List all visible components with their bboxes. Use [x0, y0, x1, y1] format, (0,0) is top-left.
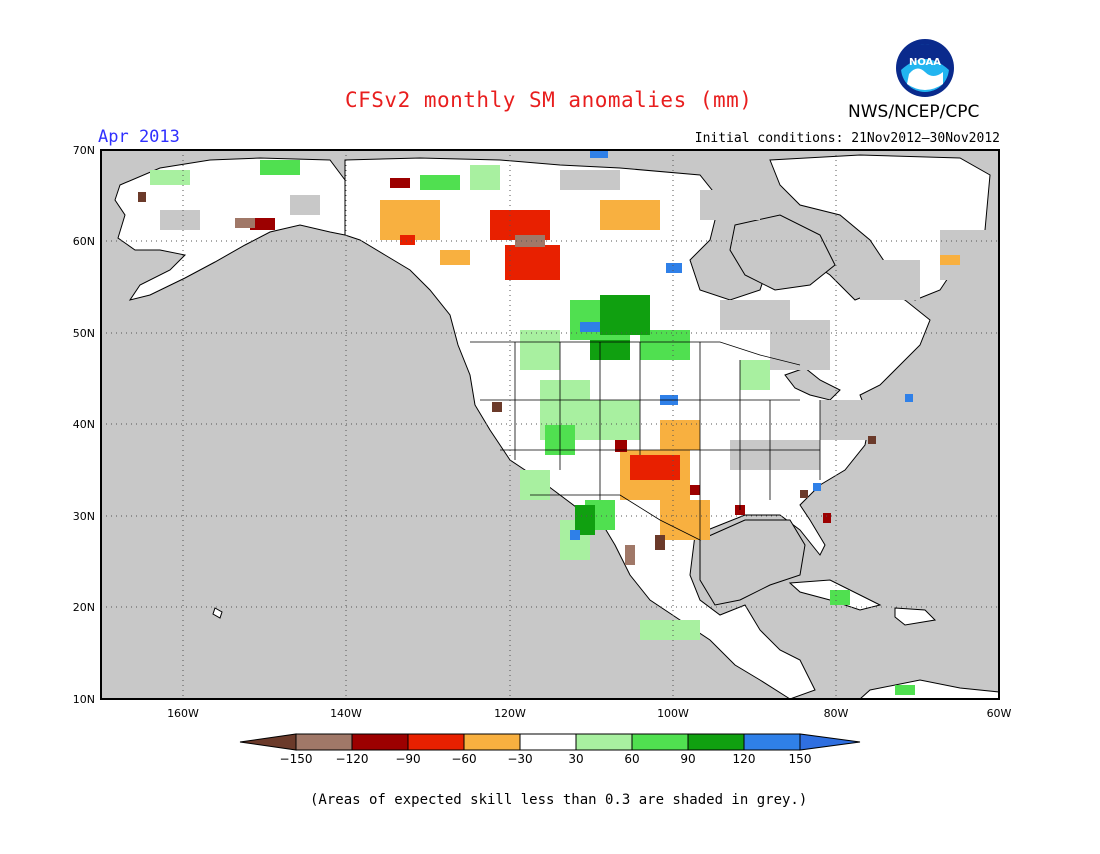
agency-name: NWS/NCEP/CPC	[848, 102, 980, 122]
color-legend	[239, 733, 861, 751]
lat-label: 60N	[73, 235, 95, 248]
legend-swatch	[519, 733, 577, 751]
legend-tick-label: −90	[395, 752, 420, 766]
lon-label: 60W	[987, 707, 1012, 720]
gulf-of-mexico	[699, 519, 806, 606]
legend-swatch	[351, 733, 409, 751]
noaa-logo: NOAA	[896, 39, 954, 97]
legend-swatch	[295, 733, 353, 751]
land-greenland	[769, 154, 991, 301]
lon-label: 80W	[824, 707, 849, 720]
legend-tick-label: −60	[451, 752, 476, 766]
land-hawaii	[212, 607, 223, 619]
lat-labels: 70N 60N 50N 40N 30N 20N 10N	[73, 144, 95, 706]
hudson-bay	[729, 214, 836, 291]
legend-tick-label: 90	[680, 752, 695, 766]
chart-title: CFSv2 monthly SM anomalies (mm)	[345, 88, 753, 112]
legend-swatch	[407, 733, 465, 751]
map-frame	[100, 149, 1000, 700]
lat-label: 40N	[73, 418, 95, 431]
lat-label: 10N	[73, 693, 95, 706]
legend-tick-label: 60	[624, 752, 639, 766]
forecast-month: Apr 2013	[98, 127, 180, 147]
legend-tick-label: 150	[789, 752, 812, 766]
land-hispaniola	[894, 607, 937, 626]
political-boundaries	[470, 341, 821, 541]
lat-label: 30N	[73, 510, 95, 523]
legend-tick-label: −120	[336, 752, 369, 766]
legend-swatch	[631, 733, 689, 751]
legend-swatch	[575, 733, 633, 751]
lon-labels: 160W 140W 120W 100W 80W 60W	[167, 707, 1011, 720]
anomaly-cells	[138, 150, 960, 695]
water-bodies	[699, 214, 841, 606]
legend-swatch	[743, 733, 801, 751]
legend-swatch	[463, 733, 521, 751]
legend-arrow-low	[239, 733, 297, 751]
lat-label: 20N	[73, 601, 95, 614]
noaa-logo-text: NOAA	[909, 57, 941, 68]
legend-arrow-high	[799, 733, 861, 751]
lon-label: 100W	[657, 707, 689, 720]
legend-tick-label: −150	[280, 752, 313, 766]
low-skill-patches	[160, 170, 990, 470]
land-alaska	[114, 157, 346, 301]
legend-tick-label: −30	[507, 752, 532, 766]
lat-label: 50N	[73, 327, 95, 340]
lon-label: 160W	[167, 707, 199, 720]
lat-label: 70N	[73, 144, 95, 157]
legend-swatch	[687, 733, 745, 751]
lon-label: 120W	[494, 707, 526, 720]
color-legend-labels: −150 −120 −90 −60 −30 30 60 90 120 150	[280, 752, 812, 766]
initial-conditions: Initial conditions: 21Nov2012–30Nov2012	[694, 131, 1000, 146]
legend-tick-label: 120	[733, 752, 756, 766]
skill-note: (Areas of expected skill less than 0.3 a…	[310, 792, 808, 808]
legend-tick-label: 30	[568, 752, 583, 766]
lon-label: 140W	[330, 707, 362, 720]
